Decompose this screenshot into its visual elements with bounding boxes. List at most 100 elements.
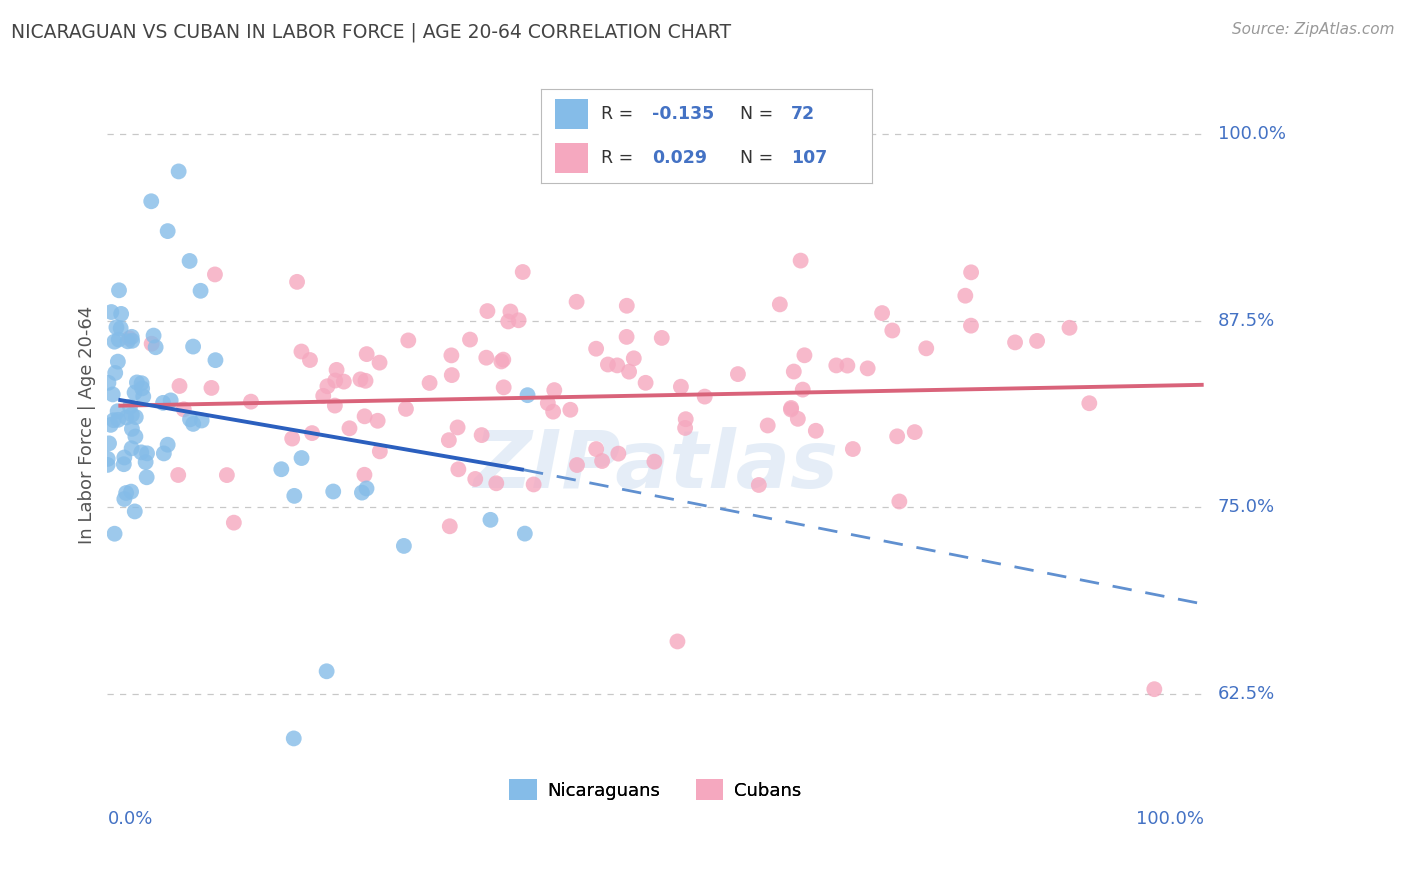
Point — [107, 354, 129, 368]
Point — [437, 433, 460, 447]
Point — [108, 283, 131, 297]
Point — [179, 254, 201, 268]
Point — [103, 334, 125, 349]
Point — [492, 352, 515, 367]
Point — [634, 376, 657, 390]
Text: 100.0%: 100.0% — [1218, 125, 1285, 143]
Point — [107, 413, 129, 427]
Point — [508, 313, 530, 327]
Text: Source: ZipAtlas.com: Source: ZipAtlas.com — [1232, 22, 1395, 37]
Point — [496, 314, 519, 328]
Text: 75.0%: 75.0% — [1218, 498, 1275, 516]
Point — [780, 402, 803, 417]
Point — [124, 429, 146, 443]
Point — [142, 328, 165, 343]
Point — [145, 340, 167, 354]
Point — [179, 412, 201, 426]
Point — [112, 457, 135, 471]
Point — [356, 347, 378, 361]
Point — [204, 353, 226, 368]
Point — [1143, 682, 1166, 697]
Point — [100, 305, 122, 319]
Text: 87.5%: 87.5% — [1218, 311, 1275, 330]
Point — [120, 484, 142, 499]
Point — [439, 519, 461, 533]
Point — [537, 396, 560, 410]
Point — [112, 491, 135, 506]
Point — [499, 304, 522, 318]
Text: 0.0%: 0.0% — [107, 810, 153, 828]
Point — [395, 401, 418, 416]
Point — [173, 402, 195, 417]
Point — [353, 409, 375, 424]
Point — [479, 513, 502, 527]
Point — [523, 477, 546, 491]
Point — [392, 539, 415, 553]
Point — [117, 334, 139, 349]
Point — [756, 418, 779, 433]
Point — [596, 358, 619, 372]
Point — [446, 420, 468, 434]
Text: 100.0%: 100.0% — [1136, 810, 1204, 828]
Point — [115, 410, 138, 425]
Point — [125, 410, 148, 425]
Point — [512, 265, 534, 279]
Point — [560, 402, 582, 417]
Text: ZIPatlas: ZIPatlas — [472, 427, 838, 505]
Point — [110, 321, 132, 335]
Point — [135, 455, 157, 469]
Point — [121, 334, 143, 348]
Point — [121, 442, 143, 456]
Text: NICARAGUAN VS CUBAN IN LABOR FORCE | AGE 20-64 CORRELATION CHART: NICARAGUAN VS CUBAN IN LABOR FORCE | AGE… — [11, 22, 731, 42]
Point — [298, 353, 321, 368]
Point — [485, 476, 508, 491]
Point — [97, 458, 120, 472]
Point — [105, 320, 128, 334]
Text: 107: 107 — [790, 149, 827, 167]
Point — [283, 489, 305, 503]
Point — [100, 417, 122, 432]
Point — [107, 333, 129, 347]
Point — [141, 336, 163, 351]
Point — [367, 414, 389, 428]
Point — [1004, 335, 1026, 350]
Point — [190, 413, 212, 427]
Point — [368, 444, 391, 458]
Point — [118, 331, 141, 345]
Text: N =: N = — [740, 149, 779, 167]
Point — [769, 297, 792, 311]
Point — [623, 351, 645, 366]
Point — [290, 344, 312, 359]
Point — [181, 417, 204, 431]
Point — [447, 462, 470, 476]
Text: 62.5%: 62.5% — [1218, 685, 1275, 703]
Text: 0.029: 0.029 — [652, 149, 707, 167]
Point — [673, 421, 696, 435]
Point — [440, 368, 463, 383]
Point — [349, 372, 371, 386]
Point — [101, 387, 124, 401]
Point — [112, 450, 135, 465]
Point — [419, 376, 441, 390]
Point — [643, 455, 665, 469]
Point — [98, 436, 121, 450]
Point — [136, 446, 159, 460]
Point — [616, 330, 638, 344]
Point — [129, 445, 152, 459]
Point — [585, 342, 607, 356]
Point — [132, 390, 155, 404]
Point — [786, 412, 808, 426]
Point — [1026, 334, 1049, 348]
Point — [606, 359, 628, 373]
Point — [837, 359, 859, 373]
Point — [886, 429, 908, 443]
Point — [333, 375, 356, 389]
Point — [1078, 396, 1101, 410]
Point — [107, 404, 129, 418]
Point — [471, 428, 494, 442]
Point — [167, 164, 190, 178]
Point — [325, 363, 347, 377]
Point — [440, 348, 463, 362]
Point — [541, 404, 564, 418]
Point — [121, 422, 143, 436]
